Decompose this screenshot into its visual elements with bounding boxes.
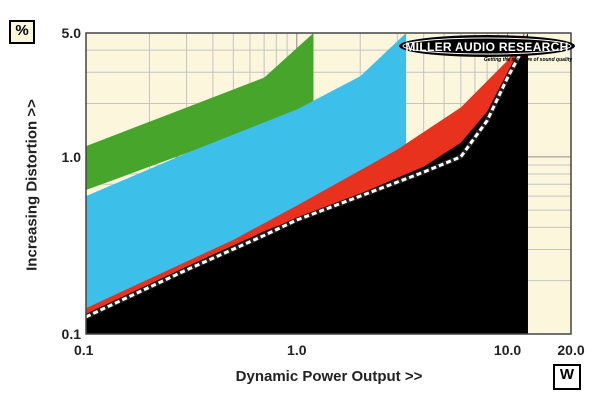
x-axis-label: Dynamic Power Output >> xyxy=(235,368,423,385)
y-unit-label: % xyxy=(9,20,35,44)
logo-name: MILLER AUDIO RESEARCH xyxy=(405,40,568,54)
x-tick-label: 0.1 xyxy=(74,342,94,358)
logo-tagline: Getting the measure of sound quality xyxy=(484,57,573,63)
logo-ellipse xyxy=(399,35,575,57)
x-tick-label: 10.0 xyxy=(494,342,521,358)
x-unit-label: W xyxy=(553,364,581,390)
logo-emblem: MILLER AUDIO RESEARCH Getting the measure… xyxy=(399,35,575,63)
y-tick-label: 1.0 xyxy=(62,149,82,165)
series-area-2 xyxy=(86,33,407,309)
logo-ellipse-ring xyxy=(402,37,572,55)
x-tick-label: 1.0 xyxy=(287,342,307,358)
series-area-3 xyxy=(86,33,551,334)
plot-frame xyxy=(85,32,572,335)
series-line-5 xyxy=(85,45,526,319)
x-tick-label: 20.0 xyxy=(557,342,584,358)
y-tick-label: 0.1 xyxy=(62,326,82,342)
y-tick-label: 5.0 xyxy=(62,25,82,41)
series-area-1 xyxy=(86,33,314,190)
series-area-4 xyxy=(86,33,528,334)
